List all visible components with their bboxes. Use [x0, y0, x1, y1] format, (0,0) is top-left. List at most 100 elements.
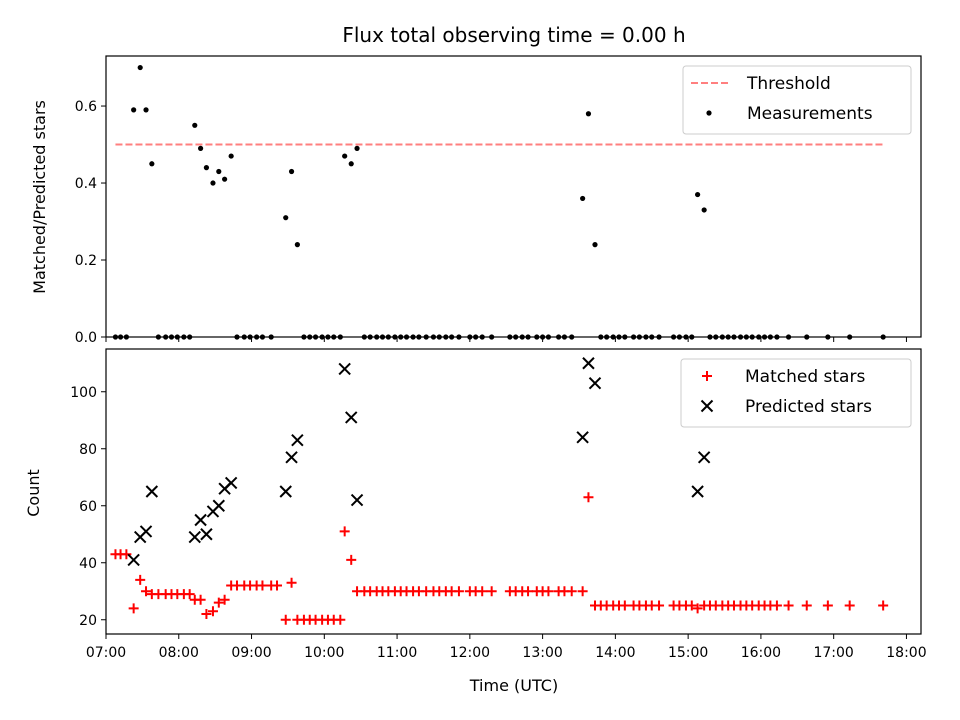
- predicted-stars-point: [127, 553, 140, 567]
- measurement-point: [540, 334, 546, 340]
- bottom-x-tick-label: 10:00: [304, 645, 344, 661]
- matched-stars-point: [121, 549, 132, 560]
- predicted-stars-point: [224, 476, 238, 490]
- measurement-point: [288, 168, 295, 175]
- bottom-y-tick-label: 40: [79, 556, 97, 572]
- measurement-point: [307, 334, 313, 340]
- measurement-point: [804, 334, 810, 340]
- measurement-point: [301, 334, 307, 340]
- matched-stars-point: [207, 606, 218, 617]
- predicted-stars-point: [697, 451, 711, 464]
- matched-stars-point: [619, 600, 630, 611]
- measurement-point: [192, 122, 198, 128]
- measurement-point: [561, 334, 568, 340]
- measurement-point: [456, 334, 462, 340]
- legend-label: Threshold: [746, 74, 831, 94]
- matched-stars-point: [272, 580, 283, 591]
- measurement-point: [137, 64, 143, 71]
- legend-predicted-stars-swatch: [700, 399, 714, 413]
- measurement-point: [181, 334, 187, 340]
- bottom-series-predicted-stars: [127, 357, 711, 567]
- predicted-stars-point: [291, 433, 304, 447]
- measurement-point: [247, 334, 253, 340]
- measurement-point: [545, 334, 552, 340]
- matched-stars-point: [878, 600, 889, 611]
- matched-stars-point: [686, 600, 697, 611]
- measurement-point: [131, 107, 137, 113]
- measurement-point: [367, 334, 373, 340]
- measurement-point: [689, 334, 695, 340]
- measurement-point: [423, 334, 429, 340]
- measurement-point: [534, 334, 540, 340]
- top-chart-title: Flux total observing time = 0.00 h: [342, 23, 685, 47]
- measurement-point: [737, 334, 744, 340]
- bottom-x-tick-label: 12:00: [450, 645, 490, 661]
- measurement-point: [683, 334, 689, 340]
- matched-stars-point: [453, 586, 464, 597]
- top-panel: 0.0 0.2 0.4 0.6 Threshold Measurements: [75, 55, 922, 346]
- bottom-x-tick-label: 07:00: [86, 645, 126, 661]
- measurement-point: [312, 334, 319, 340]
- matched-stars-point: [523, 586, 534, 597]
- matched-stars-point: [128, 603, 139, 614]
- matched-stars-point: [477, 586, 488, 597]
- measurement-point: [149, 161, 155, 167]
- measurement-point: [701, 207, 707, 213]
- predicted-stars-point: [582, 357, 595, 370]
- bottom-panel: 07:00 08:00 09:00 10:00 11:00 12:00 13:00 14:00…: [70, 348, 927, 661]
- measurement-point: [756, 334, 762, 340]
- top-y-tick-label: 0.2: [75, 253, 97, 269]
- bottom-plot-frame: [105, 348, 922, 635]
- bottom-legend-box: [680, 358, 912, 428]
- predicted-stars-point: [145, 485, 159, 498]
- measurement-point: [210, 180, 216, 186]
- bottom-legend: Matched stars Predicted stars: [680, 358, 912, 428]
- measurement-point: [616, 334, 622, 340]
- predicted-stars-point: [139, 525, 153, 538]
- measurement-point: [767, 334, 773, 340]
- measurement-point: [331, 334, 337, 340]
- measurement-point: [610, 334, 616, 340]
- measurement-point: [410, 334, 416, 340]
- measurement-point: [449, 334, 455, 340]
- measurement-point: [443, 334, 449, 340]
- measurement-point: [222, 176, 228, 182]
- measurement-point: [155, 334, 161, 340]
- matched-stars-point: [219, 594, 230, 605]
- measurement-point: [143, 107, 149, 113]
- bottom-y-tick-label: 60: [79, 499, 97, 515]
- matched-stars-point: [280, 614, 291, 625]
- measurement-point: [725, 334, 731, 340]
- measurement-point: [569, 334, 575, 340]
- predicted-stars-point: [212, 499, 225, 512]
- measurement-point: [585, 111, 592, 117]
- measurement-point: [354, 145, 360, 151]
- top-legend: Threshold Measurements: [682, 65, 912, 135]
- measurement-point: [649, 334, 655, 340]
- matched-stars-point: [577, 586, 588, 597]
- measurement-point: [216, 168, 222, 175]
- measurement-point: [467, 334, 473, 340]
- predicted-stars-point: [194, 513, 207, 527]
- measurement-point: [361, 334, 367, 340]
- measurement-point: [489, 334, 495, 340]
- measurement-point: [319, 334, 325, 340]
- measurement-point: [525, 334, 531, 340]
- matched-stars-point: [844, 600, 855, 611]
- bottom-x-tick-label: 14:00: [595, 645, 635, 661]
- measurement-point: [337, 334, 343, 340]
- measurement-point: [656, 334, 662, 340]
- top-y-tick-label: 0.0: [75, 330, 97, 346]
- measurement-point: [774, 334, 780, 340]
- measurement-point: [507, 334, 513, 340]
- predicted-stars-point: [188, 530, 201, 544]
- measurement-point: [398, 334, 404, 340]
- measurement-point: [556, 334, 562, 340]
- measurement-point: [385, 334, 391, 340]
- measurement-point: [117, 334, 124, 340]
- measurement-point: [604, 334, 610, 340]
- measurement-point: [294, 242, 300, 248]
- matched-stars-point: [822, 600, 833, 611]
- measurement-point: [847, 334, 853, 340]
- top-y-tick-label: 0.4: [75, 176, 97, 192]
